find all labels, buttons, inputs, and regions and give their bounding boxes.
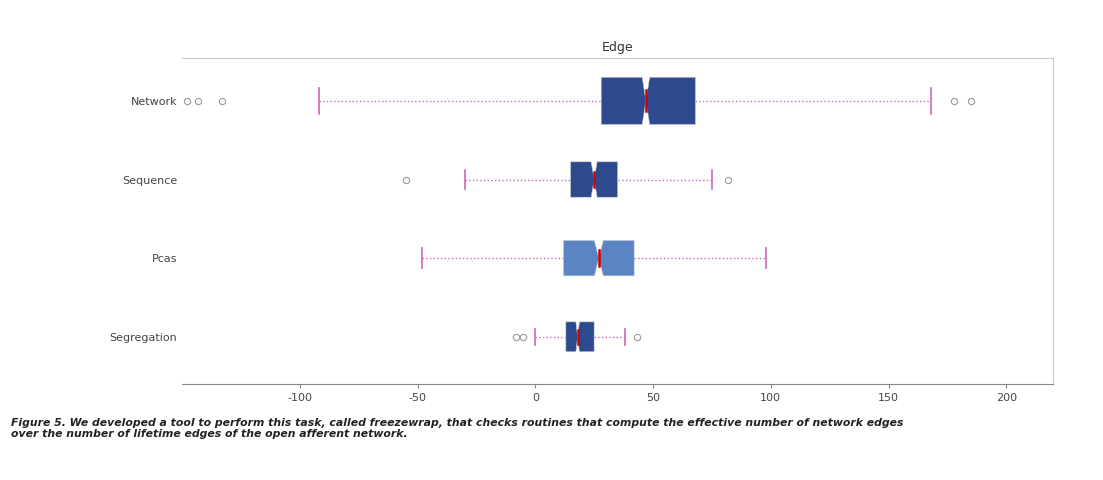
Polygon shape — [601, 77, 646, 124]
Polygon shape — [646, 77, 695, 124]
Polygon shape — [578, 322, 595, 352]
Polygon shape — [599, 240, 634, 276]
Polygon shape — [566, 322, 578, 352]
Polygon shape — [595, 162, 618, 197]
Polygon shape — [564, 240, 599, 276]
Title: Edge: Edge — [602, 41, 633, 54]
Text: Figure 5. We developed a tool to perform this task, called freezewrap, that chec: Figure 5. We developed a tool to perform… — [11, 418, 903, 439]
Polygon shape — [570, 162, 595, 197]
